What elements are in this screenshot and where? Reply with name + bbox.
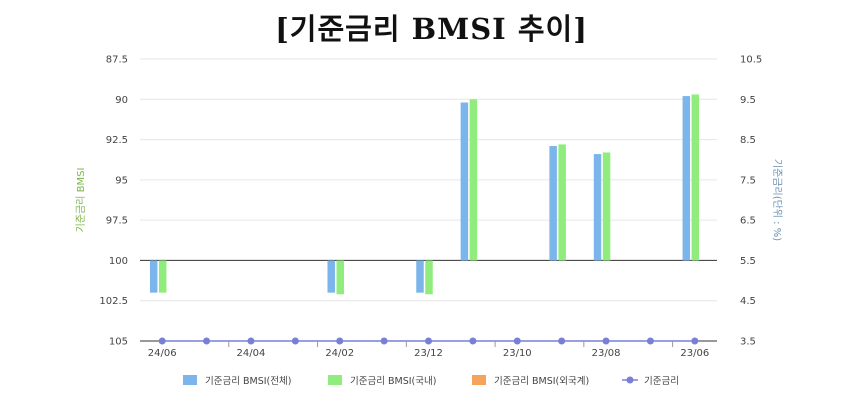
bar xyxy=(682,96,691,261)
right-tick-label: 10.5 xyxy=(740,55,762,66)
right-tick-label: 3.5 xyxy=(740,337,756,348)
left-tick-label: 92.5 xyxy=(106,135,128,146)
rate-point xyxy=(158,337,166,345)
legend-item: 기준금리 BMSI(전체) xyxy=(183,375,291,387)
rate-point xyxy=(203,337,211,345)
rate-point xyxy=(380,337,388,345)
right-axis-ticks: 10.5 9.5 8.5 7.5 6.5 5.5 4.5 3.5 xyxy=(740,55,762,348)
rate-point xyxy=(336,337,344,345)
bar-series-group xyxy=(149,94,700,295)
legend-dot-icon xyxy=(626,376,634,384)
bar xyxy=(158,260,167,293)
left-axis-ticks: 87.5 90 92.5 95 97.5 100 102.5 105 xyxy=(99,55,128,348)
bar xyxy=(149,260,158,293)
left-axis-title: 기준금리 BMSI xyxy=(75,168,87,233)
legend-label: 기준금리 BMSI(전체) xyxy=(205,376,291,387)
legend-label: 기준금리 BMSI(외국계) xyxy=(494,375,589,387)
rate-point xyxy=(425,337,432,345)
rate-point xyxy=(513,337,521,345)
rate-point xyxy=(558,337,566,345)
legend-label: 기준금리 xyxy=(644,376,679,387)
right-tick-label: 4.5 xyxy=(740,296,756,307)
right-tick-label: 8.5 xyxy=(740,135,756,146)
bar xyxy=(558,144,566,261)
left-tick-label: 95 xyxy=(115,175,128,186)
bar xyxy=(593,154,602,261)
bar xyxy=(416,260,424,293)
x-tick-label: 24/04 xyxy=(237,348,266,359)
legend-item: 기준금리 BMSI(국내) xyxy=(328,375,436,387)
left-tick-label: 100 xyxy=(109,256,128,267)
x-tick-label: 23/12 xyxy=(414,348,443,359)
legend-swatch-icon xyxy=(328,375,342,385)
bar xyxy=(691,94,700,261)
left-tick-label: 97.5 xyxy=(106,216,128,227)
left-tick-label: 87.5 xyxy=(106,55,128,66)
x-tick-label: 23/10 xyxy=(503,348,532,359)
rate-point xyxy=(247,337,255,345)
rate-point xyxy=(469,337,477,345)
x-tick-label: 24/02 xyxy=(325,348,354,359)
right-tick-label: 9.5 xyxy=(740,95,756,106)
legend-item: 기준금리 BMSI(외국계) xyxy=(472,375,589,387)
x-tick-label: 24/06 xyxy=(148,348,177,359)
legend-item: 기준금리 xyxy=(622,376,679,387)
rate-point xyxy=(291,337,299,345)
left-tick-label: 90 xyxy=(115,95,128,106)
right-tick-label: 5.5 xyxy=(740,256,756,267)
bar xyxy=(425,260,433,295)
rate-point xyxy=(646,337,654,345)
legend-label: 기준금리 BMSI(국내) xyxy=(350,376,436,387)
bar xyxy=(469,99,478,261)
chart-legend: 기준금리 BMSI(전체) 기준금리 BMSI(국내) 기준금리 BMSI(외국계)… xyxy=(183,375,679,387)
x-axis-ticks: 24/06 24/04 24/02 23/12 23/10 23/08 23/06 xyxy=(148,341,709,359)
bar xyxy=(549,146,557,261)
bar xyxy=(336,260,344,295)
right-tick-label: 6.5 xyxy=(740,216,756,227)
x-tick-label: 23/06 xyxy=(680,348,709,359)
right-axis-title: 기준금리(단위 : %) xyxy=(771,159,784,241)
x-tick-label: 23/08 xyxy=(592,348,621,359)
legend-swatch-icon xyxy=(183,375,197,385)
line-series-group xyxy=(158,337,699,345)
chart-grid xyxy=(140,58,717,342)
chart-title: [기준금리 BMSI 추이] xyxy=(275,12,588,46)
bar xyxy=(327,260,335,293)
bar xyxy=(602,152,611,261)
left-tick-label: 105 xyxy=(109,337,128,348)
rate-point xyxy=(602,337,610,345)
legend-swatch-icon xyxy=(472,375,486,385)
rate-point xyxy=(691,337,699,345)
left-tick-label: 102.5 xyxy=(99,296,128,307)
bar xyxy=(460,102,469,261)
right-tick-label: 7.5 xyxy=(740,175,756,186)
